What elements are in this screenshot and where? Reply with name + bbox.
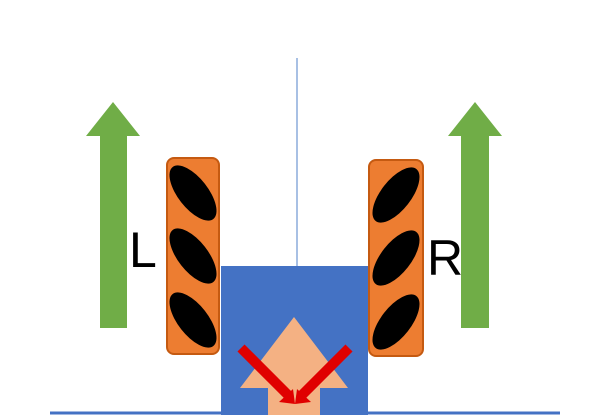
right-wheel-roller [372,294,420,350]
left-wheel-roller [169,292,217,348]
force-vectors-icon [237,344,353,404]
left-wheel-roller [169,165,217,221]
left-wheel-roller [169,228,217,284]
robot-heading-arrow-icon [240,317,348,415]
right-wheel-label: R [427,230,463,286]
right-motion-arrow-icon [448,102,502,328]
left-wheel [166,157,220,355]
right-wheel [368,159,424,357]
left-wheel-label: L [129,222,157,278]
right-wheel-roller [372,230,420,286]
left-motion-arrow-icon [86,102,140,328]
right-wheel-roller [372,167,420,223]
